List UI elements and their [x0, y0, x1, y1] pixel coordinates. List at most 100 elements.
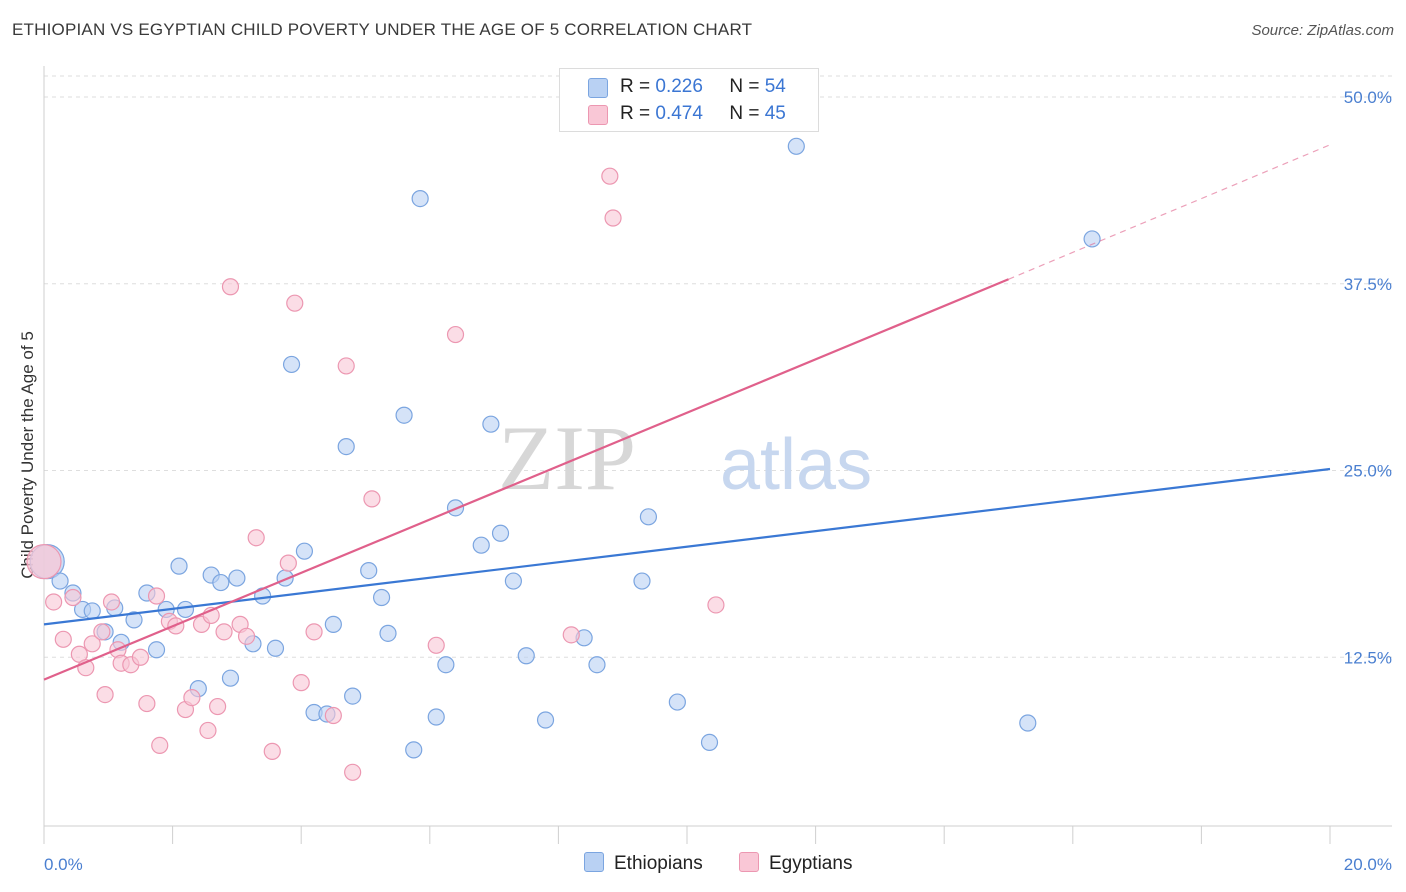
- bottom-legend-label-egyptians: Egyptians: [769, 853, 853, 874]
- point-egyptians: [279, 554, 297, 572]
- bottom-legend-egyptians: Egyptians: [739, 852, 852, 875]
- point-egyptians: [237, 627, 256, 645]
- series-egyptians: [26, 167, 725, 781]
- point-egyptians: [363, 490, 381, 508]
- point-ethiopians: [337, 437, 355, 456]
- watermark-atlas: atlas: [720, 425, 872, 505]
- point-egyptians: [199, 721, 217, 740]
- point-ethiopians: [395, 406, 413, 424]
- legend-swatch-ethiopians: [588, 78, 608, 98]
- point-ethiopians: [536, 711, 555, 729]
- point-ethiopians: [379, 624, 397, 642]
- point-ethiopians: [51, 572, 69, 590]
- point-ethiopians: [324, 615, 342, 633]
- point-ethiopians: [472, 536, 490, 554]
- legend-r-value: 0.474: [655, 103, 703, 124]
- point-ethiopians: [787, 137, 805, 155]
- point-ethiopians: [668, 693, 686, 711]
- point-egyptians: [64, 588, 82, 607]
- y-tick-label: 12.5%: [1344, 648, 1392, 667]
- point-ethiopians: [282, 355, 301, 374]
- point-egyptians: [286, 294, 304, 312]
- point-ethiopians: [147, 641, 166, 659]
- point-egyptians: [337, 357, 355, 375]
- trend-extension-egyptians: [1008, 144, 1331, 280]
- point-egyptians: [131, 648, 150, 666]
- point-ethiopians: [405, 741, 423, 759]
- bottom-legend-label-ethiopians: Ethiopians: [614, 853, 703, 874]
- point-ethiopians: [411, 189, 429, 208]
- point-ethiopians: [588, 656, 606, 674]
- point-egyptians: [96, 685, 114, 704]
- point-ethiopians: [437, 656, 455, 674]
- legend-r-value: 0.226: [655, 76, 703, 97]
- bottom-legend-ethiopians: Ethiopians: [584, 852, 703, 875]
- point-ethiopians: [517, 647, 535, 665]
- point-egyptians: [707, 596, 725, 614]
- point-egyptians: [151, 736, 169, 754]
- point-ethiopians: [482, 415, 500, 433]
- point-ethiopians: [360, 561, 378, 580]
- trend-line-egyptians: [43, 278, 1009, 681]
- point-egyptians: [305, 623, 323, 641]
- legend-n-label: N =: [729, 103, 760, 124]
- point-egyptians: [604, 209, 622, 227]
- point-ethiopians: [1083, 230, 1101, 248]
- point-ethiopians: [639, 508, 658, 526]
- point-egyptians: [344, 763, 362, 781]
- point-ethiopians: [125, 611, 143, 629]
- y-tick-label: 37.5%: [1344, 275, 1392, 294]
- point-ethiopians: [170, 557, 188, 575]
- point-ethiopians: [427, 708, 445, 726]
- point-ethiopians: [221, 669, 240, 687]
- point-egyptians: [138, 694, 156, 713]
- axes: [43, 66, 1392, 844]
- legend-r-label: R =: [620, 76, 651, 97]
- point-egyptians: [93, 623, 111, 641]
- y-tick-label: 25.0%: [1344, 462, 1392, 481]
- legend-n-value: 54: [764, 76, 786, 97]
- watermark-zip: ZIP: [498, 407, 636, 509]
- point-egyptians: [54, 630, 72, 648]
- bottom-legend-swatch-ethiopians: [584, 852, 604, 872]
- point-ethiopians: [212, 573, 230, 592]
- y-tick-label: 50.0%: [1344, 88, 1392, 107]
- x-tick-label: 20.0%: [1344, 855, 1392, 874]
- legend: R = 0.226 N = 54 R = 0.474 N = 45: [559, 68, 819, 132]
- point-egyptians: [215, 623, 233, 641]
- point-egyptians: [292, 674, 310, 692]
- point-ethiopians: [83, 602, 101, 620]
- x-tick-label: 0.0%: [44, 855, 83, 874]
- point-egyptians: [427, 636, 445, 654]
- chart-title: ETHIOPIAN VS EGYPTIAN CHILD POVERTY UNDE…: [12, 20, 753, 39]
- point-egyptians: [221, 278, 240, 296]
- point-ethiopians: [700, 733, 719, 752]
- point-egyptians: [183, 688, 201, 707]
- point-ethiopians: [344, 687, 362, 705]
- point-egyptians: [247, 529, 265, 547]
- point-ethiopians: [633, 572, 651, 590]
- point-egyptians: [45, 593, 63, 611]
- grid-lines: [44, 75, 1392, 658]
- legend-swatch-egyptians: [588, 105, 608, 125]
- tick-labels: 12.5% 25.0% 37.5% 50.0% 0.0% 20.0%: [44, 88, 1392, 874]
- point-egyptians: [562, 626, 580, 644]
- trend-lines: [43, 144, 1331, 681]
- point-egyptians: [601, 167, 619, 185]
- point-ethiopians: [504, 572, 522, 590]
- data-points: [26, 137, 1101, 781]
- point-egyptians: [209, 697, 227, 716]
- legend-n-value: 45: [764, 103, 786, 124]
- point-ethiopians: [176, 600, 195, 619]
- watermark: ZIP atlas: [498, 407, 872, 509]
- point-ethiopians: [491, 524, 510, 542]
- bottom-legend-swatch-egyptians: [739, 852, 759, 872]
- point-egyptians: [83, 635, 101, 653]
- point-egyptians: [446, 325, 465, 344]
- source-label: Source: ZipAtlas.com: [1251, 22, 1394, 39]
- point-ethiopians: [1019, 714, 1037, 732]
- point-egyptians: [26, 544, 62, 580]
- point-egyptians: [324, 706, 342, 725]
- point-egyptians: [102, 593, 121, 611]
